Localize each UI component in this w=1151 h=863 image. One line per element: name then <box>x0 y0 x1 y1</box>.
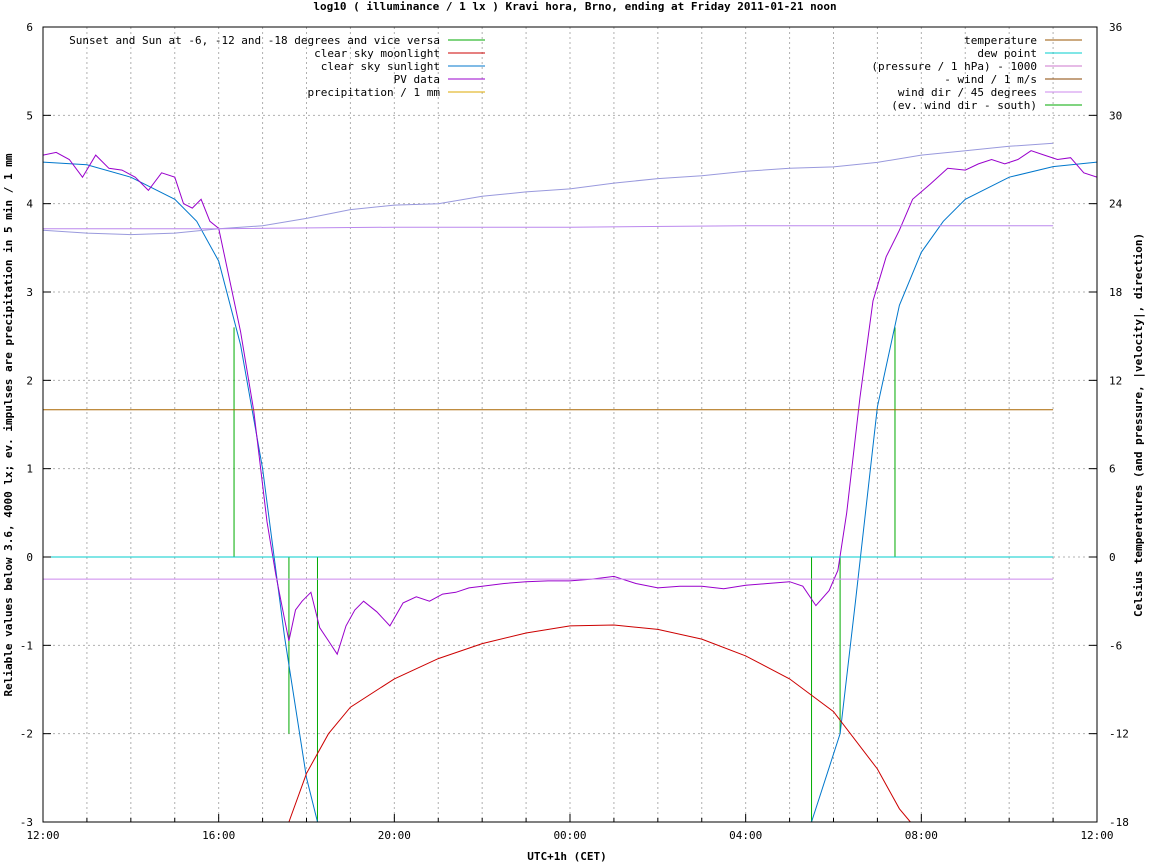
x-tick-label: 12:00 <box>1080 829 1113 842</box>
y2-tick-label: -6 <box>1109 639 1122 652</box>
y-tick-label: 5 <box>26 109 33 122</box>
legend-right-label: (pressure / 1 hPa) - 1000 <box>871 60 1037 73</box>
legend-right-label: temperature <box>964 34 1037 47</box>
legend-left-label: clear sky moonlight <box>314 47 440 60</box>
x-tick-label: 04:00 <box>729 829 762 842</box>
series-line <box>288 624 911 822</box>
y2-tick-label: 6 <box>1109 463 1116 476</box>
legend-right-label: (ev. wind dir - south) <box>891 99 1037 112</box>
x-tick-label: 20:00 <box>378 829 411 842</box>
y-tick-label: 0 <box>26 551 33 564</box>
y-tick-label: 1 <box>26 463 33 476</box>
legend: Sunset and Sun at -6, -12 and -18 degree… <box>69 34 1082 112</box>
y-tick-label: -1 <box>20 639 33 652</box>
legend-right-label: - wind / 1 m/s <box>944 73 1037 86</box>
y2-tick-label: 24 <box>1109 198 1123 211</box>
legend-left-label: clear sky sunlight <box>321 60 440 73</box>
series-line <box>43 150 1097 656</box>
series-line <box>43 225 1054 230</box>
series-line <box>43 161 1097 822</box>
series-line <box>43 142 1054 236</box>
x-tick-label: 12:00 <box>26 829 59 842</box>
legend-left-label: PV data <box>394 73 440 86</box>
y2-tick-label: 30 <box>1109 109 1122 122</box>
x-tick-label: 16:00 <box>202 829 235 842</box>
chart-title: log10 ( illuminance / 1 lx ) Kravi hora,… <box>313 0 836 13</box>
y2-tick-label: 12 <box>1109 374 1122 387</box>
y2-axis-label: Celsius temperatures (and pressure, |vel… <box>1132 233 1145 617</box>
series-layer <box>43 142 1097 822</box>
y2-tick-label: -12 <box>1109 728 1129 741</box>
y-tick-label: -3 <box>20 816 33 829</box>
y2-tick-label: 18 <box>1109 286 1122 299</box>
y2-tick-label: 36 <box>1109 21 1122 34</box>
y-tick-label: 2 <box>26 374 33 387</box>
legend-right-label: dew point <box>977 47 1037 60</box>
y2-tick-label: -18 <box>1109 816 1129 829</box>
y-tick-label: -2 <box>20 728 33 741</box>
y2-tick-label: 0 <box>1109 551 1116 564</box>
grid <box>43 27 1097 822</box>
legend-left-label: precipitation / 1 mm <box>308 86 441 99</box>
legend-left-label: Sunset and Sun at -6, -12 and -18 degree… <box>69 34 440 47</box>
ticks: 12:00 16:00 20:00 00:00 04:00 08:00 12:00-3-2-… <box>20 21 1129 842</box>
legend-right-label: wind dir / 45 degrees <box>898 86 1037 99</box>
x-tick-label: 00:00 <box>553 829 586 842</box>
y-tick-label: 3 <box>26 286 33 299</box>
y-axis-label: Reliable values below 3.6, 4000 lx; ev. … <box>2 153 15 696</box>
y-tick-label: 6 <box>26 21 33 34</box>
x-axis-label: UTC+1h (CET) <box>527 850 606 863</box>
y-tick-label: 4 <box>26 198 33 211</box>
x-tick-label: 08:00 <box>905 829 938 842</box>
